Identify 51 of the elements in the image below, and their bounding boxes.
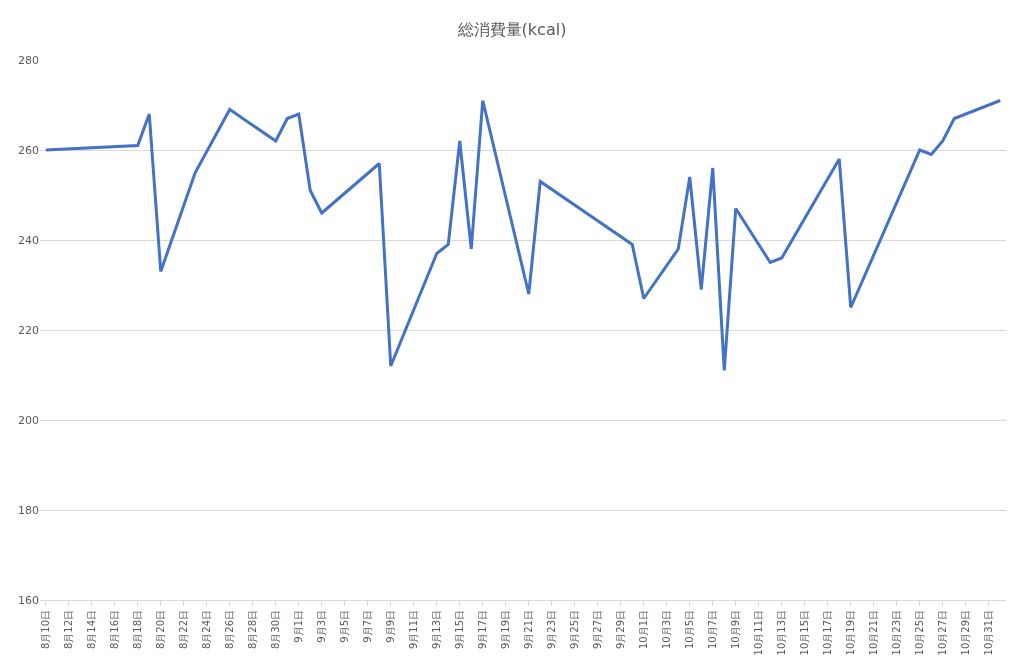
x-tick-label: 8月10日 [40, 610, 51, 650]
x-tick-label: 10月3日 [661, 610, 672, 650]
x-tick-label: 10月29日 [960, 610, 971, 656]
y-tick-label: 180 [18, 503, 39, 517]
x-tick-label: 8月16日 [109, 610, 120, 650]
x-tick-label: 10月21日 [868, 610, 879, 656]
chart-title: 総消費量(kcal) [456, 19, 567, 39]
x-tick-label: 8月30日 [270, 610, 281, 650]
x-tick-label: 10月11日 [753, 610, 764, 656]
x-tick-label: 10月15日 [799, 610, 810, 656]
x-tick-label: 10月5日 [684, 610, 695, 650]
x-tick-label: 9月15日 [454, 610, 465, 650]
x-tick-label: 9月13日 [431, 610, 442, 650]
x-tick-label: 9月1日 [293, 610, 304, 643]
x-tick-label: 10月23日 [891, 610, 902, 656]
x-tick-label: 9月3日 [316, 610, 327, 643]
x-tick-label: 10月17日 [822, 610, 833, 656]
x-tick-label: 8月18日 [132, 610, 143, 650]
x-tick-label: 8月12日 [63, 610, 74, 650]
x-tick-label: 10月19日 [845, 610, 856, 656]
line-series [44, 99, 1002, 372]
y-tick-label: 160 [18, 593, 39, 607]
x-tick-label: 10月7日 [707, 610, 718, 650]
x-tick-label: 9月5日 [339, 610, 350, 643]
x-tick-label: 9月9日 [385, 610, 396, 643]
x-tick-label: 9月11日 [408, 610, 419, 650]
x-tick-label: 10月13日 [776, 610, 787, 656]
x-tick-label: 9月19日 [500, 610, 511, 650]
x-tick-label: 9月17日 [477, 610, 488, 650]
x-tick-label: 10月31日 [983, 610, 994, 656]
x-tick-label: 10月27日 [937, 610, 948, 656]
x-tick-label: 9月23日 [546, 610, 557, 650]
y-tick-label: 240 [18, 233, 39, 247]
x-tick-label: 9月21日 [523, 610, 534, 650]
x-tick-label: 10月1日 [638, 610, 649, 650]
y-tick-label: 260 [18, 143, 39, 157]
x-tick-label: 8月14日 [86, 610, 97, 650]
y-tick-label: 200 [18, 413, 39, 427]
x-tick-label: 8月22日 [178, 610, 189, 650]
x-tick-label: 10月9日 [730, 610, 741, 650]
x-tick-label: 8月24日 [201, 610, 212, 650]
y-tick-label: 280 [18, 53, 39, 67]
x-tick-label: 9月27日 [592, 610, 603, 650]
x-tick-label: 8月28日 [247, 610, 258, 650]
x-tick-label: 9月25日 [569, 610, 580, 650]
x-tick-label: 9月7日 [362, 610, 373, 643]
x-tick-label: 8月26日 [224, 610, 235, 650]
x-tick-label: 8月20日 [155, 610, 166, 650]
y-tick-label: 220 [18, 323, 39, 337]
x-tick-label: 10月25日 [914, 610, 925, 656]
x-tick-label: 9月29日 [615, 610, 626, 650]
